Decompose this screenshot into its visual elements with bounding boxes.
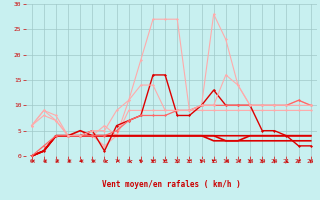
X-axis label: Vent moyen/en rafales ( km/h ): Vent moyen/en rafales ( km/h ): [102, 180, 241, 189]
